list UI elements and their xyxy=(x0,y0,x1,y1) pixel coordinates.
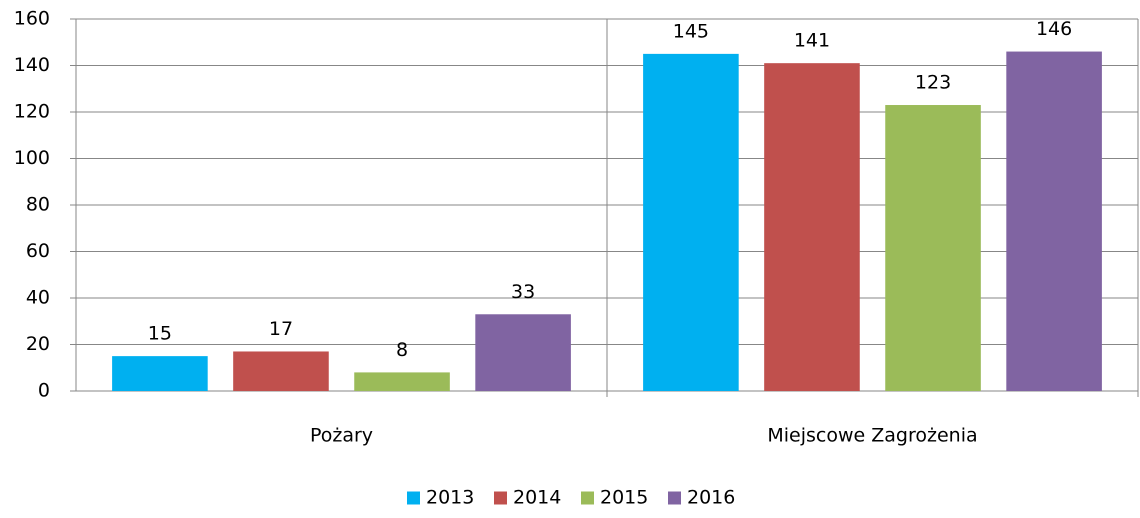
bar xyxy=(1006,51,1102,392)
y-tick-label: 100 xyxy=(14,147,50,169)
data-label: 33 xyxy=(511,281,535,303)
bar xyxy=(764,63,860,392)
y-tick-label: 80 xyxy=(26,194,50,216)
bar xyxy=(112,356,208,391)
y-tick-label: 40 xyxy=(26,287,50,309)
legend-swatch xyxy=(581,491,594,505)
y-tick-label: 60 xyxy=(26,240,50,262)
bar xyxy=(885,105,981,392)
y-tick-label: 160 xyxy=(14,8,50,30)
legend-label: 2016 xyxy=(687,487,735,509)
legend-swatch xyxy=(407,491,420,505)
y-tick-label: 20 xyxy=(26,333,50,355)
data-label: 145 xyxy=(673,20,709,42)
legend-label: 2013 xyxy=(426,487,474,509)
data-label: 141 xyxy=(794,30,830,52)
x-tick-label: Miejscowe Zagrożenia xyxy=(767,425,977,447)
data-label: 146 xyxy=(1036,18,1072,40)
bar xyxy=(354,372,450,391)
legend-label: 2015 xyxy=(600,487,648,509)
data-label: 17 xyxy=(269,318,293,340)
bar xyxy=(233,351,329,391)
y-tick-label: 120 xyxy=(14,101,50,123)
data-label: 15 xyxy=(148,323,172,345)
data-label: 8 xyxy=(396,339,408,361)
y-tick-label: 140 xyxy=(14,54,50,76)
bar xyxy=(475,314,571,391)
legend-swatch xyxy=(494,491,507,505)
y-tick-label: 0 xyxy=(38,380,50,402)
data-label: 123 xyxy=(915,72,951,94)
legend-swatch xyxy=(668,491,681,505)
legend-label: 2014 xyxy=(513,487,561,509)
bar xyxy=(643,53,739,391)
x-tick-label: Pożary xyxy=(310,425,373,447)
